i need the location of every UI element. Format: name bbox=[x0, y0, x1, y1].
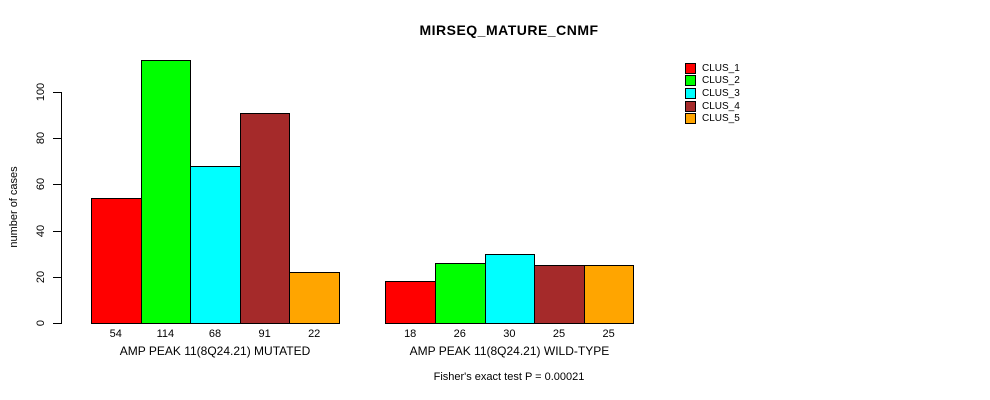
group-axis-label: AMP PEAK 11(8Q24.21) WILD-TYPE bbox=[409, 344, 610, 358]
legend-swatch-icon bbox=[685, 62, 696, 74]
y-tick-mark bbox=[53, 184, 61, 186]
y-tick-label: 60 bbox=[35, 178, 47, 191]
bar-clus_3 bbox=[190, 165, 241, 324]
bar-value-label: 30 bbox=[503, 328, 516, 340]
bar-clus_2 bbox=[435, 262, 486, 324]
y-tick-label: 100 bbox=[35, 82, 47, 102]
bar-value-label: 25 bbox=[602, 328, 615, 340]
bar-clus_1 bbox=[91, 198, 142, 324]
y-tick-mark bbox=[53, 138, 61, 140]
y-tick-label: 0 bbox=[35, 319, 47, 327]
legend-label: CLUS_1 bbox=[702, 62, 740, 74]
y-tick-mark bbox=[53, 92, 61, 93]
bar-value-label: 18 bbox=[404, 328, 417, 340]
legend-item-clus_5: CLUS_5 bbox=[685, 112, 740, 125]
bar-value-label: 22 bbox=[308, 328, 321, 340]
y-tick-mark bbox=[53, 323, 61, 324]
legend-label: CLUS_4 bbox=[702, 100, 740, 112]
legend: CLUS_1 CLUS_2 CLUS_3 CLUS_4 CLUS_5 bbox=[685, 62, 740, 125]
y-tick-label: 40 bbox=[35, 224, 47, 237]
y-tick-label: 80 bbox=[35, 132, 47, 145]
group-axis-label: AMP PEAK 11(8Q24.21) MUTATED bbox=[119, 344, 311, 358]
y-axis-label: number of cases bbox=[8, 166, 20, 248]
fisher-test-note: Fisher's exact test P = 0.00021 bbox=[433, 371, 585, 383]
bar-clus_4 bbox=[239, 112, 291, 324]
bar-clus_2 bbox=[140, 59, 192, 324]
bar-clus_5 bbox=[583, 265, 635, 324]
legend-label: CLUS_5 bbox=[702, 113, 740, 125]
bar-clus_3 bbox=[484, 253, 536, 324]
legend-item-clus_3: CLUS_3 bbox=[685, 87, 740, 100]
y-tick-label: 20 bbox=[35, 270, 47, 283]
bar-value-label: 68 bbox=[208, 328, 222, 340]
bar-value-label: 25 bbox=[552, 328, 566, 340]
bar-clus_1 bbox=[385, 281, 436, 324]
bar-clus_5 bbox=[289, 272, 340, 324]
y-tick-mark bbox=[53, 276, 61, 278]
y-tick-mark bbox=[53, 230, 61, 232]
chart-title: MIRSEQ_MATURE_CNMF bbox=[419, 22, 599, 38]
bar-value-label: 114 bbox=[156, 328, 175, 340]
bar-clus_4 bbox=[534, 265, 585, 324]
legend-swatch-icon bbox=[685, 100, 696, 112]
legend-swatch-icon bbox=[685, 75, 696, 87]
legend-label: CLUS_3 bbox=[702, 87, 740, 99]
legend-item-clus_2: CLUS_2 bbox=[685, 75, 740, 88]
y-axis-line bbox=[61, 92, 62, 324]
bar-value-label: 26 bbox=[453, 328, 466, 340]
legend-swatch-icon bbox=[685, 113, 696, 125]
bar-value-label: 91 bbox=[258, 328, 271, 340]
legend-swatch-icon bbox=[685, 87, 696, 99]
legend-label: CLUS_2 bbox=[702, 75, 740, 87]
legend-item-clus_4: CLUS_4 bbox=[685, 100, 740, 113]
bar-value-label: 54 bbox=[109, 328, 122, 340]
legend-item-clus_1: CLUS_1 bbox=[685, 62, 740, 75]
